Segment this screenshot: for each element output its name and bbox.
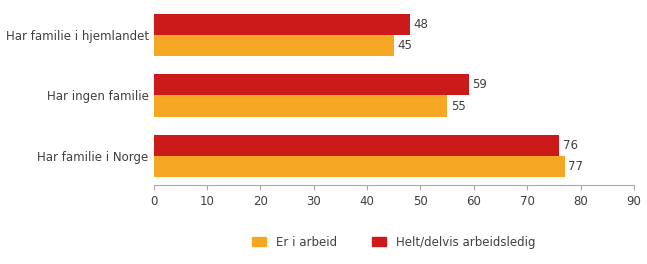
Text: 59: 59 [472,78,487,91]
Bar [153,74,468,96]
Bar [153,156,565,177]
Text: 55: 55 [451,100,466,112]
Text: 77: 77 [568,160,584,173]
Text: 45: 45 [397,39,412,52]
Text: 48: 48 [413,18,428,31]
Bar [153,96,447,117]
Bar [153,14,410,35]
Legend: Er i arbeid, Helt/delvis arbeidsledig: Er i arbeid, Helt/delvis arbeidsledig [247,231,540,253]
Text: 76: 76 [563,139,578,152]
Bar [153,135,559,156]
Bar [153,35,394,56]
